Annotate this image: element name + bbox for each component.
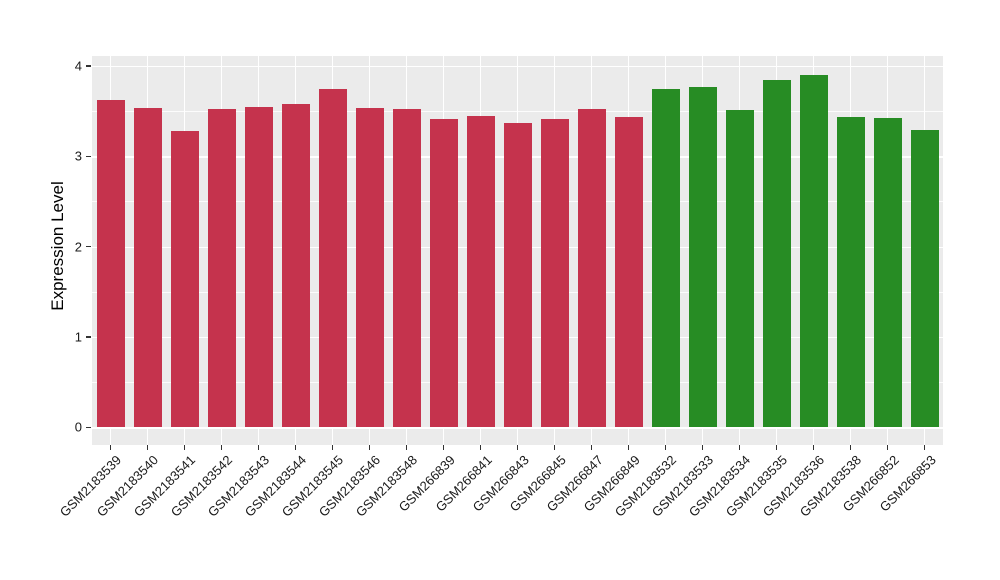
bar-GSM266847 [577, 109, 606, 428]
bar-GSM2183540 [133, 107, 162, 428]
y-tick-label-3: 3 [74, 148, 82, 164]
bar-GSM266839 [429, 119, 458, 428]
x-tick-mark-GSM2183540 [146, 445, 149, 450]
bar-GSM2183541 [170, 131, 199, 428]
bar-GSM2183534 [725, 110, 754, 428]
bar-GSM2183535 [762, 80, 791, 428]
y-tick-mark-3 [86, 155, 91, 158]
bar-GSM266852 [873, 118, 902, 428]
bar-GSM266849 [614, 116, 643, 428]
bar-GSM2183545 [318, 88, 347, 428]
bar-GSM2183539 [96, 100, 125, 428]
bar-GSM2183543 [244, 106, 273, 428]
x-tick-mark-GSM2183545 [331, 445, 334, 450]
bar-GSM2183542 [207, 109, 236, 428]
x-tick-mark-GSM2183546 [368, 445, 371, 450]
x-tick-mark-GSM2183532 [664, 445, 667, 450]
bar-GSM2183538 [836, 117, 865, 428]
bar-GSM2183533 [688, 86, 717, 428]
y-tick-mark-0 [86, 426, 91, 429]
y-tick-label-2: 2 [74, 239, 82, 255]
bar-GSM2183544 [281, 103, 310, 428]
x-tick-mark-GSM266852 [886, 445, 889, 450]
x-tick-mark-GSM266849 [627, 445, 630, 450]
bar-GSM266845 [540, 119, 569, 428]
y-tick-mark-2 [86, 245, 91, 248]
x-tick-mark-GSM2183544 [294, 445, 297, 450]
x-tick-mark-GSM2183542 [220, 445, 223, 450]
x-tick-mark-GSM266841 [479, 445, 482, 450]
x-tick-mark-GSM2183548 [405, 445, 408, 450]
bar-GSM2183546 [355, 108, 384, 428]
x-tick-mark-GSM2183535 [775, 445, 778, 450]
x-tick-mark-GSM2183538 [849, 445, 852, 450]
bar-GSM2183532 [651, 89, 680, 428]
bar-GSM266843 [503, 122, 532, 428]
x-tick-mark-GSM266853 [923, 445, 926, 450]
y-axis-title: Expression Level [48, 180, 67, 311]
x-tick-mark-GSM266845 [553, 445, 556, 450]
bar-GSM2183548 [392, 109, 421, 428]
y-tick-label-0: 0 [74, 419, 82, 435]
x-tick-mark-GSM2183541 [183, 445, 186, 450]
y-tick-label-4: 4 [74, 58, 82, 74]
bar-GSM266853 [910, 130, 939, 428]
bar-GSM2183536 [799, 75, 828, 428]
x-tick-mark-GSM266847 [590, 445, 593, 450]
bar-GSM266841 [466, 115, 495, 428]
x-tick-mark-GSM2183534 [738, 445, 741, 450]
y-tick-mark-4 [86, 65, 91, 67]
plot-panel [92, 56, 943, 445]
x-tick-mark-GSM2183533 [701, 445, 704, 450]
x-tick-mark-GSM2183536 [812, 445, 815, 450]
x-tick-mark-GSM266843 [516, 445, 519, 450]
x-tick-mark-GSM2183539 [109, 445, 112, 450]
x-tick-mark-GSM2183543 [257, 445, 260, 450]
y-tick-label-1: 1 [74, 329, 82, 345]
x-tick-mark-GSM266839 [442, 445, 445, 450]
y-tick-mark-1 [86, 336, 91, 338]
